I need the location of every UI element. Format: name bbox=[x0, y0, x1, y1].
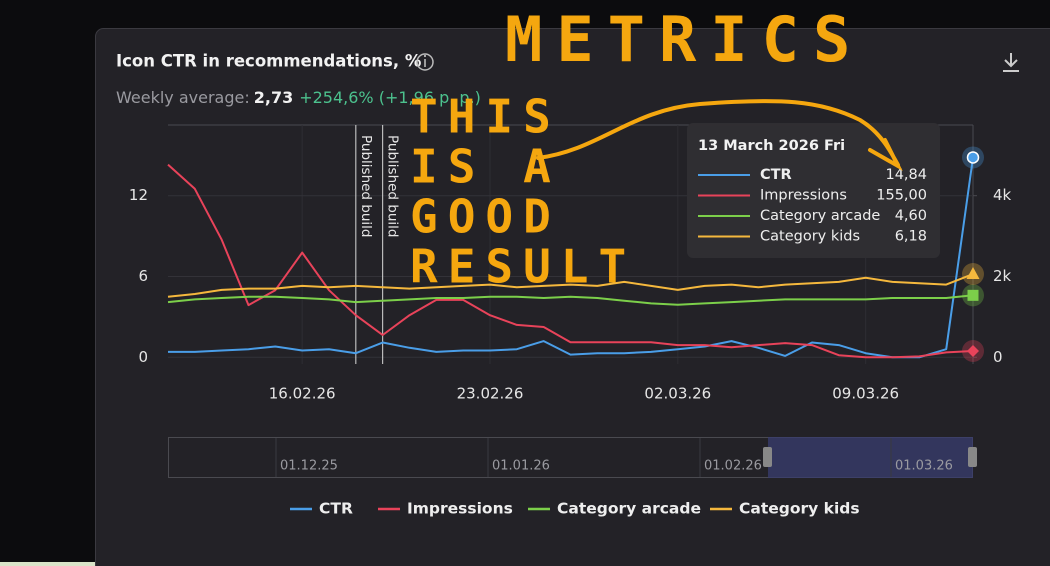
tooltip-value: 6,18 bbox=[895, 229, 927, 245]
legend-label[interactable]: Category arcade bbox=[557, 500, 701, 518]
marker bbox=[967, 289, 979, 301]
marker bbox=[967, 344, 979, 357]
annotation-title: METRICS bbox=[505, 3, 864, 76]
navigator-label: 01.02.26 bbox=[704, 459, 762, 474]
weekly-average: Weekly average: 2,73 +254,6% (+1,96 p. p.) bbox=[116, 88, 481, 107]
series-line bbox=[167, 294, 974, 306]
marker bbox=[966, 151, 980, 164]
event-label: Published build bbox=[385, 135, 401, 237]
x-tick-label: 02.03.26 bbox=[644, 385, 711, 403]
series-line bbox=[168, 157, 974, 359]
y2-tick-label: 2k bbox=[993, 267, 1012, 285]
x-tick-label: 16.02.26 bbox=[269, 385, 336, 403]
annotation-line: RESULT bbox=[410, 240, 636, 294]
tooltip-name: Category kids bbox=[760, 229, 860, 245]
tooltip-value: 4,60 bbox=[895, 208, 927, 224]
annotation-line: THIS bbox=[410, 90, 561, 144]
legend-label[interactable]: Impressions bbox=[407, 500, 513, 518]
marker bbox=[966, 267, 980, 280]
x-tick-label: 09.03.26 bbox=[832, 385, 899, 403]
series-line bbox=[167, 163, 974, 359]
navigator-label: 01.12.25 bbox=[280, 459, 338, 474]
x-tick-label: 23.02.26 bbox=[457, 385, 524, 403]
annotation-line: IS A bbox=[410, 140, 561, 194]
annotation-line: GOOD bbox=[410, 190, 561, 244]
navigator-label: 01.01.26 bbox=[492, 459, 550, 474]
navigator-window[interactable] bbox=[768, 437, 973, 478]
y-tick-label: 0 bbox=[138, 348, 148, 366]
y2-tick-label: 4k bbox=[993, 186, 1012, 204]
tooltip-name: CTR bbox=[760, 167, 792, 183]
navigator-handle[interactable] bbox=[763, 447, 772, 467]
tooltip bbox=[687, 123, 940, 258]
y-tick-label: 12 bbox=[129, 186, 148, 204]
y2-tick-label: 0 bbox=[993, 348, 1003, 366]
tooltip-value: 155,00 bbox=[876, 188, 927, 204]
weekly-value: 2,73 bbox=[254, 88, 293, 107]
navigator-handle[interactable] bbox=[968, 447, 977, 467]
weekly-change: +254,6% (+1,96 p. p.) bbox=[299, 88, 481, 107]
download-button[interactable] bbox=[1003, 53, 1019, 72]
legend-label[interactable]: CTR bbox=[319, 500, 353, 518]
navigator-label: 01.03.26 bbox=[895, 459, 953, 474]
tooltip-value: 14,84 bbox=[885, 167, 927, 183]
tooltip-name: Category arcade bbox=[760, 208, 880, 224]
tooltip-name: Impressions bbox=[760, 188, 847, 204]
y-tick-label: 6 bbox=[138, 267, 148, 285]
weekly-label: Weekly average: bbox=[116, 88, 250, 107]
event-label: Published build bbox=[358, 135, 374, 237]
annotation-arrow bbox=[536, 99, 903, 172]
tooltip-date: 13 March 2026 Fri bbox=[698, 138, 845, 154]
legend-label[interactable]: Category kids bbox=[739, 500, 860, 518]
info-icon[interactable] bbox=[416, 53, 434, 71]
series-line bbox=[167, 273, 974, 298]
title: Icon CTR in recommendations, % bbox=[116, 52, 422, 71]
